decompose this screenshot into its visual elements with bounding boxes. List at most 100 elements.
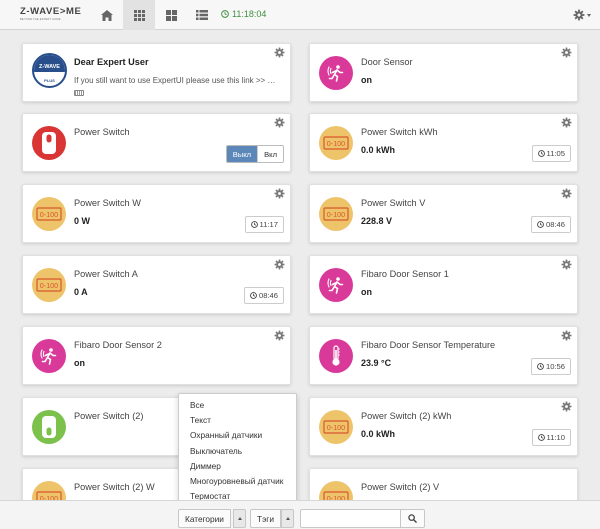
card-settings-icon[interactable] [561,259,572,270]
element-card: Door Sensor on [309,43,578,102]
card-title: Fibaro Door Sensor Temperature [361,340,496,350]
settings-menu-button[interactable] [564,0,600,30]
card-message[interactable]: If you still want to use ExpertUI please… [74,75,284,99]
badge-bottom-text: PLUS [44,78,55,83]
thermometer-icon [319,339,353,373]
update-time-badge[interactable]: 11:17 [244,216,284,233]
meter-icon-label: 0-100 [40,210,58,219]
card-settings-icon[interactable] [274,117,285,128]
meter-icon-label: 0-100 [40,281,58,290]
nav-rooms-button[interactable] [155,0,187,30]
element-card: Fibaro Door Sensor 2 on [22,326,291,385]
element-card: 0-100 Power Switch A 0 A 08:46 [22,255,291,314]
card-title: Dear Expert User [74,57,149,67]
chevron-up-icon [285,517,290,520]
meter-icon: 0-100 [32,197,66,231]
element-card: 0-100 Power Switch (2) kWh 0.0 kWh 11:10 [309,397,578,456]
search-button[interactable] [400,509,425,528]
update-time: 10:56 [545,362,565,371]
nav-elements-button[interactable] [123,0,155,30]
update-time-badge[interactable]: 08:46 [243,287,284,304]
categories-dropdown-menu: Все Текст Охранный датчики Выключатель Д… [178,393,297,506]
card-settings-icon[interactable] [274,259,285,270]
card-settings-icon[interactable] [274,188,285,199]
meter-icon-label: 0-100 [327,139,345,148]
card-settings-icon[interactable] [274,330,285,341]
card-value: 0.0 kWh [361,429,396,439]
clock-icon [250,221,258,228]
card-settings-icon[interactable] [561,401,572,412]
gear-icon [573,9,585,21]
category-option[interactable]: Многоуровневый датчик [190,475,284,486]
off-button[interactable]: Выкл [226,146,258,162]
logo-text: Z-WAVE>ME [20,6,82,17]
nav-home-button[interactable] [91,0,123,30]
tags-button[interactable]: Тэги [250,509,281,528]
element-card: Fibaro Door Sensor 1 on [309,255,578,314]
categories-toggle-button[interactable] [233,509,246,528]
card-title: Power Switch [74,127,130,137]
card-settings-icon[interactable] [561,47,572,58]
element-card: 0-100 Power Switch W 0 W 11:17 [22,184,291,243]
door-sensor-icon [32,339,66,373]
update-time-badge[interactable]: 11:05 [531,145,571,162]
tiles-icon [165,9,177,21]
expert-ui-notice-card: Z-WAVE PLUS Dear Expert User If you stil… [22,43,291,102]
categories-button[interactable]: Категории [178,509,231,528]
category-option[interactable]: Термостат [190,491,231,502]
card-settings-icon[interactable] [561,117,572,128]
card-settings-icon[interactable] [561,188,572,199]
update-time-badge[interactable]: 08:46 [530,216,571,233]
category-option[interactable]: Все [190,400,205,410]
card-title: Fibaro Door Sensor 1 [361,269,449,279]
door-sensor-icon [319,56,353,90]
element-card: Power Switch Выкл Вкл [22,113,291,172]
grid-icon [133,9,145,21]
meter-icon: 0-100 [319,197,353,231]
clock-time: 11:18:04 [232,9,267,19]
meter-icon: 0-100 [319,410,353,444]
card-title: Door Sensor [361,57,413,67]
clock-icon [537,363,544,370]
update-time: 11:10 [546,433,565,442]
category-option[interactable]: Выключатель [190,445,243,456]
update-time-badge[interactable]: 11:10 [531,429,571,446]
card-title: Power Switch W [74,198,141,208]
power-switch-icon [32,126,66,160]
power-switch-icon [32,410,66,444]
card-title: Power Switch (2) W [74,482,155,492]
clock: 11:18:04 [221,9,266,19]
meter-icon-label: 0-100 [327,210,345,219]
clock-icon [221,10,229,18]
clock-icon [537,221,544,228]
card-title: Power Switch A [74,269,138,279]
update-time-badge[interactable]: 10:56 [530,358,571,375]
meter-icon: 0-100 [319,126,353,160]
list-icon [196,10,208,20]
card-value: 0 W [74,216,91,226]
card-settings-icon[interactable] [561,330,572,341]
on-button[interactable]: Вкл [257,146,283,162]
category-option[interactable]: Охранный датчики [190,430,263,441]
zwaveme-logo[interactable]: Z-WAVE>ME BEYOND THE EXPERT HOME [20,7,82,23]
on-off-toggle[interactable]: Выкл Вкл [225,145,284,163]
expert-ui-link[interactable]: If you still want to use ExpertUI please… [74,76,276,85]
meter-icon-label: 0-100 [327,423,345,432]
card-settings-icon[interactable] [274,47,285,58]
card-value: 228.8 V [361,216,393,226]
home-icon [101,9,113,21]
update-time: 11:17 [259,220,278,229]
nav-list-button[interactable] [186,0,218,30]
zwave-plus-logo: Z-WAVE PLUS [32,53,67,88]
category-option[interactable]: Текст [190,415,211,426]
card-title: Power Switch (2) kWh [361,411,452,421]
card-value: on [74,358,85,368]
search-input[interactable] [300,509,401,528]
tags-toggle-button[interactable] [281,509,294,528]
card-value: 0 A [74,287,88,297]
clock-icon [537,150,545,157]
top-navbar: Z-WAVE>ME BEYOND THE EXPERT HOME 11:18:0… [0,0,600,30]
card-value: on [361,75,372,85]
category-option[interactable]: Диммер [190,460,221,471]
card-value: 23.9 °C [361,358,392,368]
